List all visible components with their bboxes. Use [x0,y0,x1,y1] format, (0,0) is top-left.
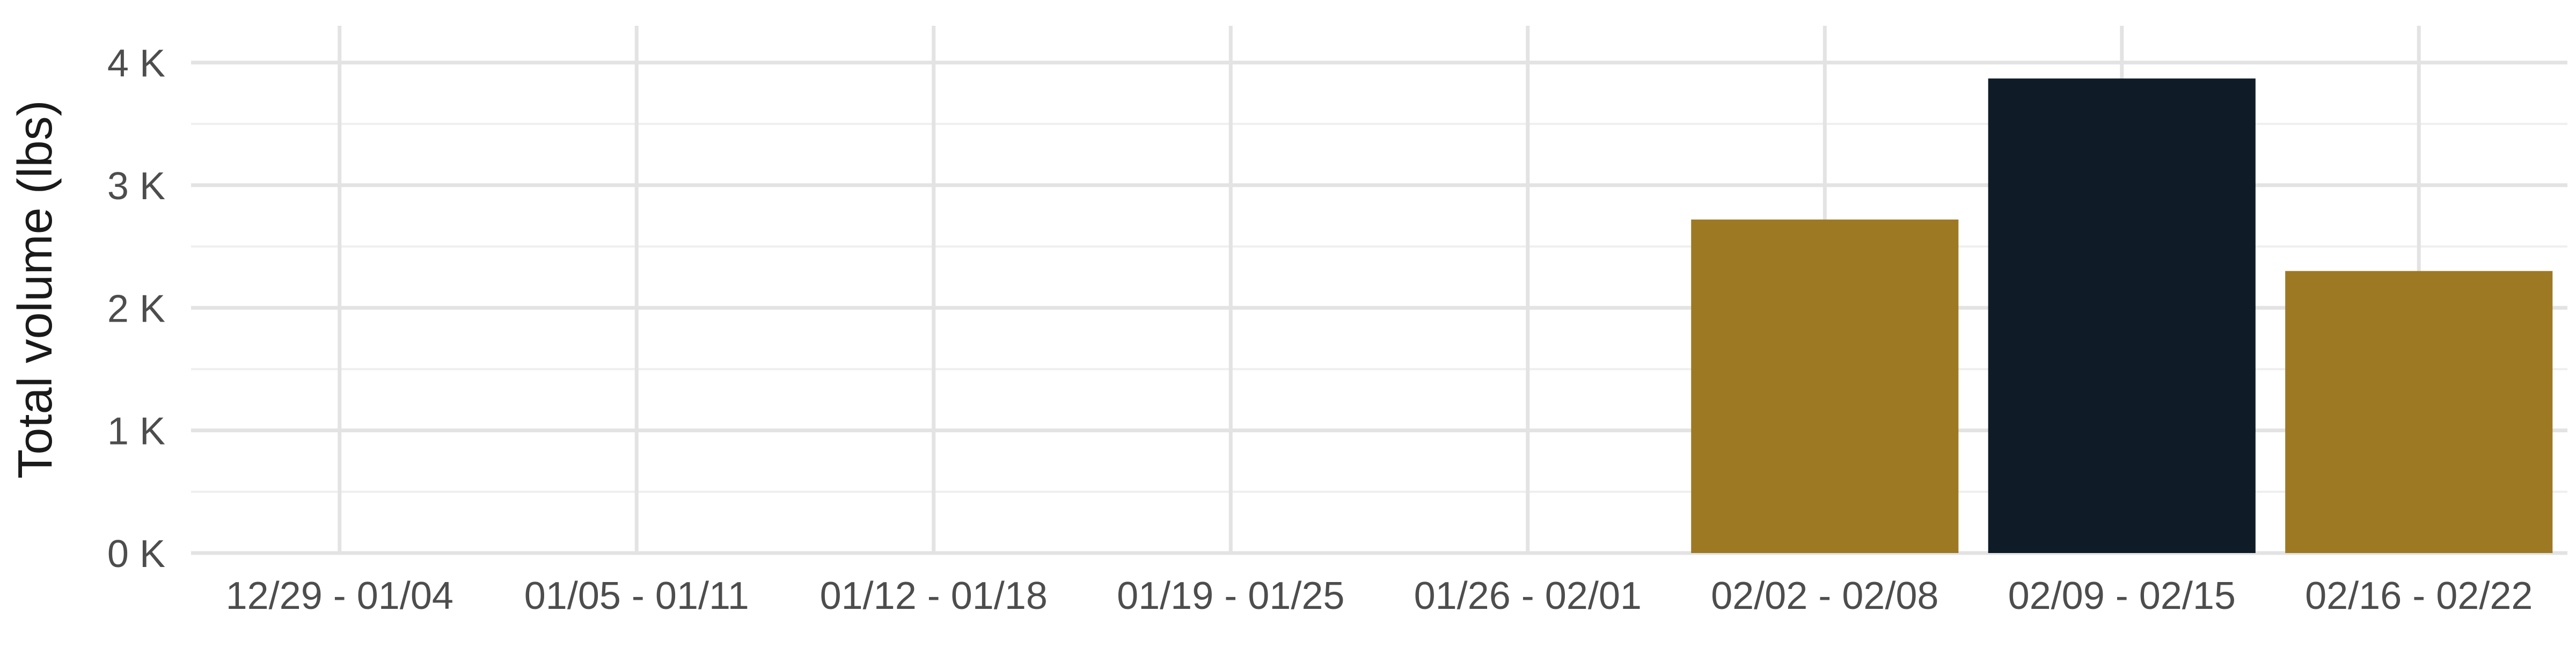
x-tick-label: 12/29 - 01/04 [226,575,453,617]
y-tick-label: 3 K [107,165,165,208]
y-tick-label: 1 K [107,410,165,453]
y-tick-label: 0 K [107,533,165,576]
bar[interactable] [1988,78,2256,553]
x-tick-label: 01/12 - 01/18 [820,575,1048,617]
x-tick-label: 01/26 - 02/01 [1414,575,1642,617]
x-tick-label: 02/02 - 02/08 [1711,575,1938,617]
bar[interactable] [1691,219,1959,554]
y-tick-label: 4 K [107,42,165,85]
y-tick-label: 2 K [107,287,165,330]
grid [191,26,2567,555]
bar[interactable] [2285,271,2553,554]
x-tick-label: 02/09 - 02/15 [2008,575,2236,617]
x-tick-label: 01/05 - 01/11 [524,575,749,617]
x-tick-label: 01/19 - 01/25 [1117,575,1344,617]
x-axis-ticks: 12/29 - 01/04 01/05 - 01/11 01/12 - 01/18 0… [226,575,2533,617]
y-axis-title: Total volume (lbs) [9,100,62,478]
y-axis-ticks: 0 K 1 K 2 K 3 K 4 K [107,42,165,576]
x-tick-label: 02/16 - 02/22 [2305,575,2533,617]
bars [1691,78,2553,554]
